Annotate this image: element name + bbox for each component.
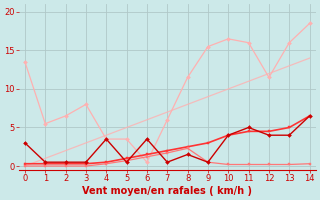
X-axis label: Vent moyen/en rafales ( km/h ): Vent moyen/en rafales ( km/h ) [82,186,252,196]
